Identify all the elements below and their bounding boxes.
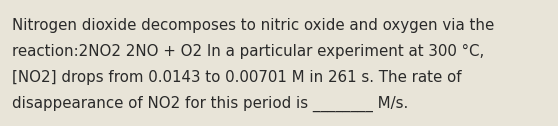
Text: [NO2] drops from 0.0143 to 0.00701 M in 261 s. The rate of: [NO2] drops from 0.0143 to 0.00701 M in … [12, 70, 461, 85]
Text: disappearance of NO2 for this period is ________ M/s.: disappearance of NO2 for this period is … [12, 96, 408, 112]
Text: reaction:2NO2 2NO + O2 In a particular experiment at 300 °C,: reaction:2NO2 2NO + O2 In a particular e… [12, 44, 484, 59]
Text: Nitrogen dioxide decomposes to nitric oxide and oxygen via the: Nitrogen dioxide decomposes to nitric ox… [12, 18, 494, 33]
